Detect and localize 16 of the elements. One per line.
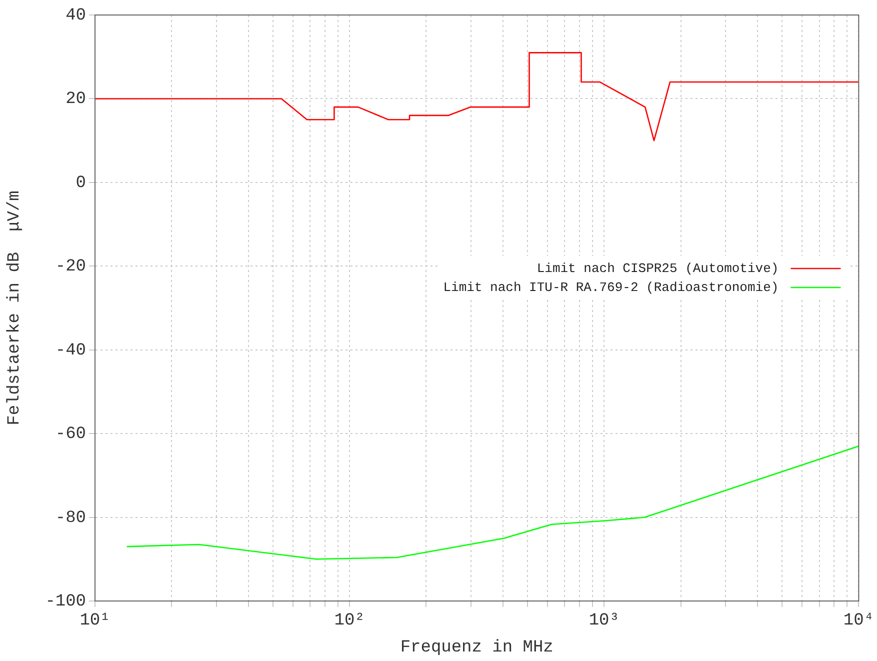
y-tick-label: -60: [55, 425, 86, 444]
y-tick-label: 40: [66, 6, 86, 26]
x-tick-label: 10⁴: [843, 612, 874, 631]
legend-label: Limit nach ITU-R RA.769-2 (Radioastronomie): [443, 280, 779, 295]
x-axis-title: Frequenz in MHz: [400, 638, 554, 658]
y-tick-label: 20: [66, 90, 86, 110]
y-tick-label: 0: [76, 174, 86, 193]
y-tick-label: -40: [55, 341, 86, 360]
y-tick-label: -80: [55, 508, 86, 528]
y-tick-label: -100: [45, 592, 86, 612]
x-tick-label: 10¹: [80, 612, 110, 631]
y-axis-title: Feldstaerke in dB μV/m: [6, 190, 25, 426]
y-tick-label: -20: [55, 258, 86, 277]
x-tick-label: 10²: [334, 612, 365, 631]
x-tick-label: 10³: [588, 612, 620, 631]
legend-label: Limit nach CISPR25 (Automotive): [536, 260, 779, 276]
